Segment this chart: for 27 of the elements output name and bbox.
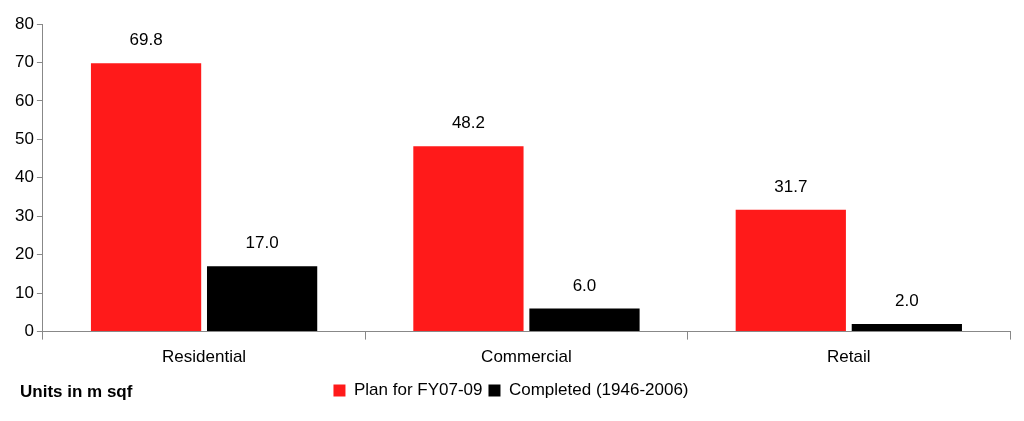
bar	[529, 308, 640, 332]
data-label: 69.8	[129, 30, 163, 50]
data-label: 48.2	[451, 113, 485, 133]
text: Units in m sqf	[20, 382, 133, 402]
bar	[206, 266, 318, 332]
y-tick-label: 60	[14, 90, 34, 110]
data-label: 31.7	[774, 176, 808, 196]
legend-label: Completed (1946-2006)	[508, 380, 689, 400]
bar	[90, 63, 202, 332]
x-tick-label: Retail	[827, 347, 871, 367]
y-tick-label: 20	[14, 244, 34, 264]
bar	[735, 209, 846, 332]
y-tick-label: 40	[14, 167, 34, 187]
bar	[413, 146, 524, 332]
data-label: 17.0	[245, 233, 279, 253]
y-tick-label: 10	[14, 282, 34, 302]
data-label: 2.0	[895, 291, 919, 311]
y-tick-label: 70	[14, 52, 34, 72]
x-tick-label: Residential	[162, 347, 247, 367]
bar	[851, 323, 962, 332]
x-tick-label: Commercial	[481, 347, 572, 367]
y-tick-label: 0	[24, 321, 34, 341]
legend-label: Plan for FY07-09	[353, 380, 483, 400]
y-tick-label: 80	[14, 13, 34, 33]
data-label: 6.0	[572, 275, 597, 295]
y-tick-label: 30	[14, 205, 34, 225]
y-tick-label: 50	[14, 129, 34, 149]
